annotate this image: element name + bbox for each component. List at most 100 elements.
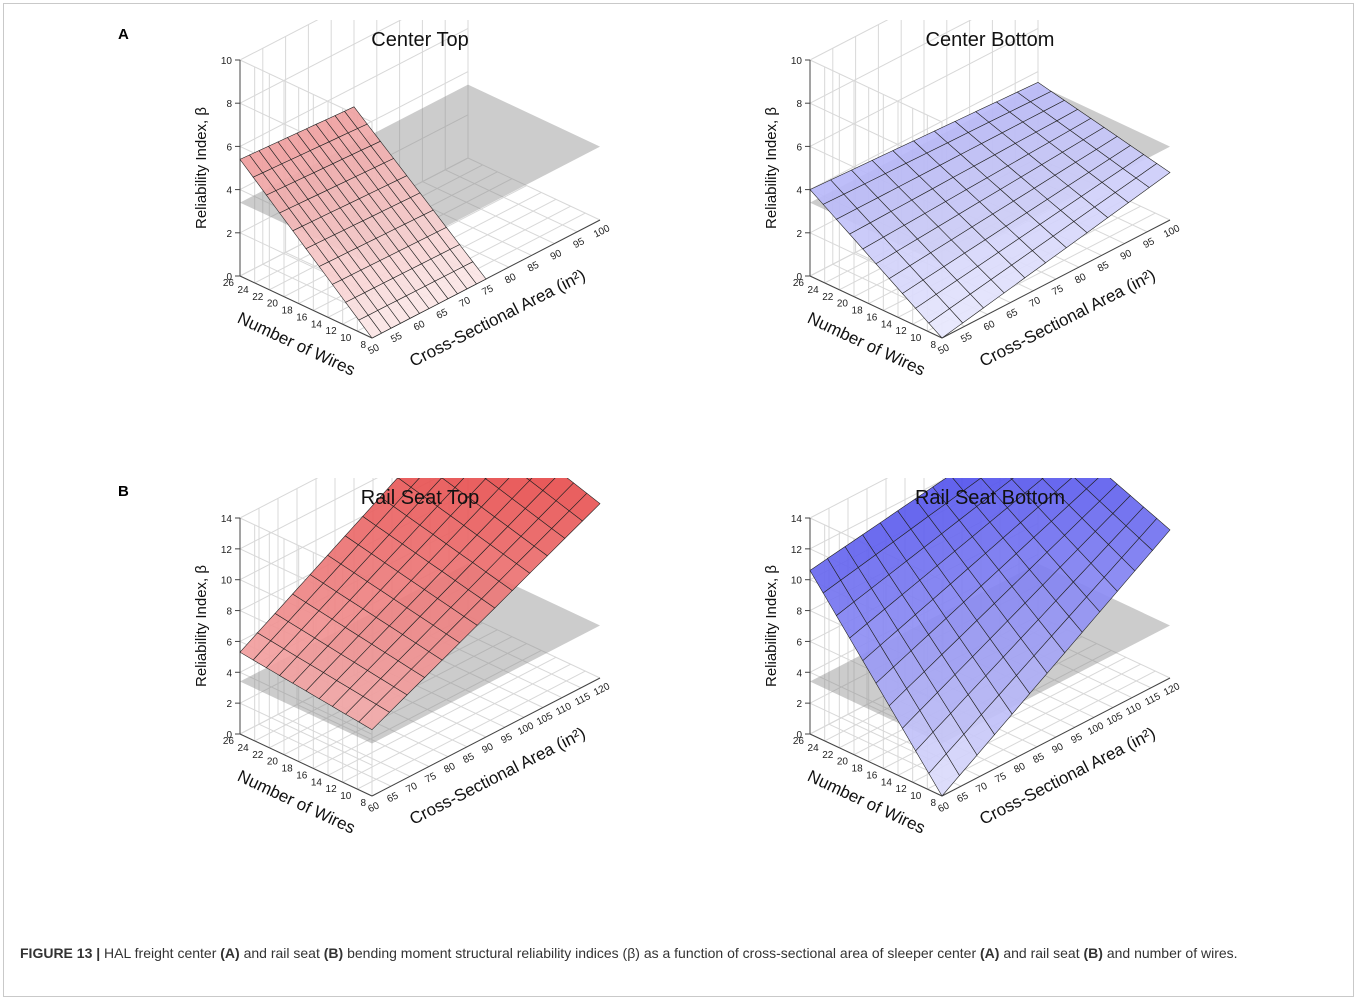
x-tick-label: 90 — [1119, 248, 1134, 263]
x-axis-line — [371, 677, 601, 797]
x-tick-label: 85 — [1096, 260, 1111, 275]
y-tick-label: 22 — [252, 292, 264, 303]
x-tick-label: 75 — [423, 771, 438, 786]
z-tick-label: 2 — [796, 699, 802, 710]
y-tick-label: 18 — [852, 306, 864, 317]
y-tick-label: 12 — [326, 326, 338, 337]
y-tick-label: 18 — [282, 764, 294, 775]
x-tick-label: 120 — [592, 681, 612, 699]
x-tick-label: 80 — [1012, 761, 1027, 776]
z-tick-label: 8 — [226, 99, 232, 110]
x-tick-label: 80 — [1073, 271, 1088, 286]
y-tick-label: 22 — [822, 292, 834, 303]
x-tick-label: 90 — [549, 248, 564, 263]
x-tick-label: 100 — [516, 720, 536, 738]
z-tick-label: 10 — [791, 56, 803, 67]
y-tick-label: 18 — [282, 306, 294, 317]
z-tick-label: 10 — [221, 576, 233, 587]
surface-cell — [1135, 163, 1171, 188]
z-tick-label: 8 — [796, 99, 802, 110]
x-tick-label: 105 — [1105, 710, 1125, 728]
y-tick-label: 26 — [223, 736, 235, 747]
y-tick-label: 14 — [881, 319, 893, 330]
z-tick-label: 10 — [791, 576, 803, 587]
x-tick-label: 105 — [535, 710, 555, 728]
x-tick-label: 85 — [461, 751, 476, 766]
x-tick-label: 100 — [1162, 223, 1182, 241]
surface-cell — [568, 492, 601, 522]
y-tick-label: 12 — [896, 784, 908, 795]
z-tick-label: 4 — [226, 186, 232, 197]
y-tick-label: 14 — [881, 777, 893, 788]
figure-frame — [3, 3, 1354, 997]
x-tick-label: 65 — [955, 790, 970, 805]
z-tick-label: 4 — [796, 668, 802, 679]
z-tick-label: 0 — [226, 730, 232, 741]
x-tick-label: 75 — [993, 771, 1008, 786]
z-tick-label: 14 — [791, 514, 803, 525]
x-tick-label: 100 — [1086, 720, 1106, 738]
x-tick-label: 95 — [1142, 236, 1157, 251]
x-tick-label: 60 — [412, 319, 427, 334]
x-tick-label: 50 — [936, 342, 951, 357]
z-tick-label: 12 — [221, 545, 233, 556]
x-tick-label: 115 — [1143, 691, 1163, 708]
x-tick-label: 60 — [936, 800, 951, 815]
y-tick-label: 16 — [866, 770, 878, 781]
x-tick-label: 65 — [1005, 307, 1020, 322]
z-tick-label: 6 — [226, 142, 232, 153]
y-tick-label: 20 — [267, 757, 279, 768]
y-tick-label: 16 — [866, 312, 878, 323]
y-tick-label: 10 — [340, 791, 352, 802]
caption-part: (A) — [980, 945, 1000, 961]
x-tick-label: 90 — [480, 741, 495, 756]
caption-part: (B) — [1083, 945, 1103, 961]
caption-part: (A) — [220, 945, 240, 961]
surface — [809, 82, 1171, 339]
z-tick-label: 0 — [226, 272, 232, 283]
z-tick-label: 2 — [796, 229, 802, 240]
x-tick-label: 80 — [442, 761, 457, 776]
chart-title: Center Bottom — [926, 29, 1055, 51]
y-tick-label: 10 — [340, 333, 352, 344]
x-tick-label: 60 — [366, 800, 381, 815]
x-tick-label: 70 — [1028, 295, 1043, 310]
y-tick-label: 8 — [930, 798, 936, 809]
x-axis-line — [941, 677, 1171, 797]
y-tick-label: 16 — [296, 312, 308, 323]
x-tick-label: 85 — [526, 260, 541, 275]
z-axis-label: Reliability Index, β — [763, 565, 780, 687]
y-tick-label: 20 — [267, 299, 279, 310]
z-tick-label: 0 — [796, 272, 802, 283]
z-tick-label: 2 — [226, 699, 232, 710]
y-tick-label: 24 — [238, 285, 250, 296]
x-tick-label: 50 — [366, 342, 381, 357]
caption-part: HAL freight center — [100, 945, 221, 961]
y-tick-label: 22 — [822, 750, 834, 761]
y-axis-line — [809, 733, 943, 797]
chart-center-bottom: Center Bottom 0 24 6 8 10 Reliability Index, β… — [763, 20, 1182, 380]
x-tick-label: 65 — [435, 307, 450, 322]
y-tick-label: 20 — [837, 299, 849, 310]
z-tick-label: 8 — [226, 607, 232, 618]
z-tick-label: 6 — [796, 142, 802, 153]
x-tick-label: 95 — [572, 236, 587, 251]
y-tick-label: 24 — [808, 285, 820, 296]
surface — [239, 106, 487, 339]
x-tick-label: 95 — [499, 731, 514, 746]
y-tick-label: 20 — [837, 757, 849, 768]
z-tick-label: 12 — [791, 545, 803, 556]
z-axis-label: Reliability Index, β — [763, 107, 780, 229]
z-tick-label: 10 — [221, 56, 233, 67]
x-tick-label: 100 — [592, 223, 612, 241]
x-tick-label: 115 — [573, 691, 593, 708]
panel-label-a: A — [118, 26, 129, 43]
x-tick-label: 75 — [480, 283, 495, 298]
caption-part: and rail seat — [999, 945, 1084, 961]
chart-title: Center Top — [371, 29, 468, 51]
caption-label: FIGURE 13 | — [20, 945, 101, 961]
z-tick-label: 6 — [226, 637, 232, 648]
